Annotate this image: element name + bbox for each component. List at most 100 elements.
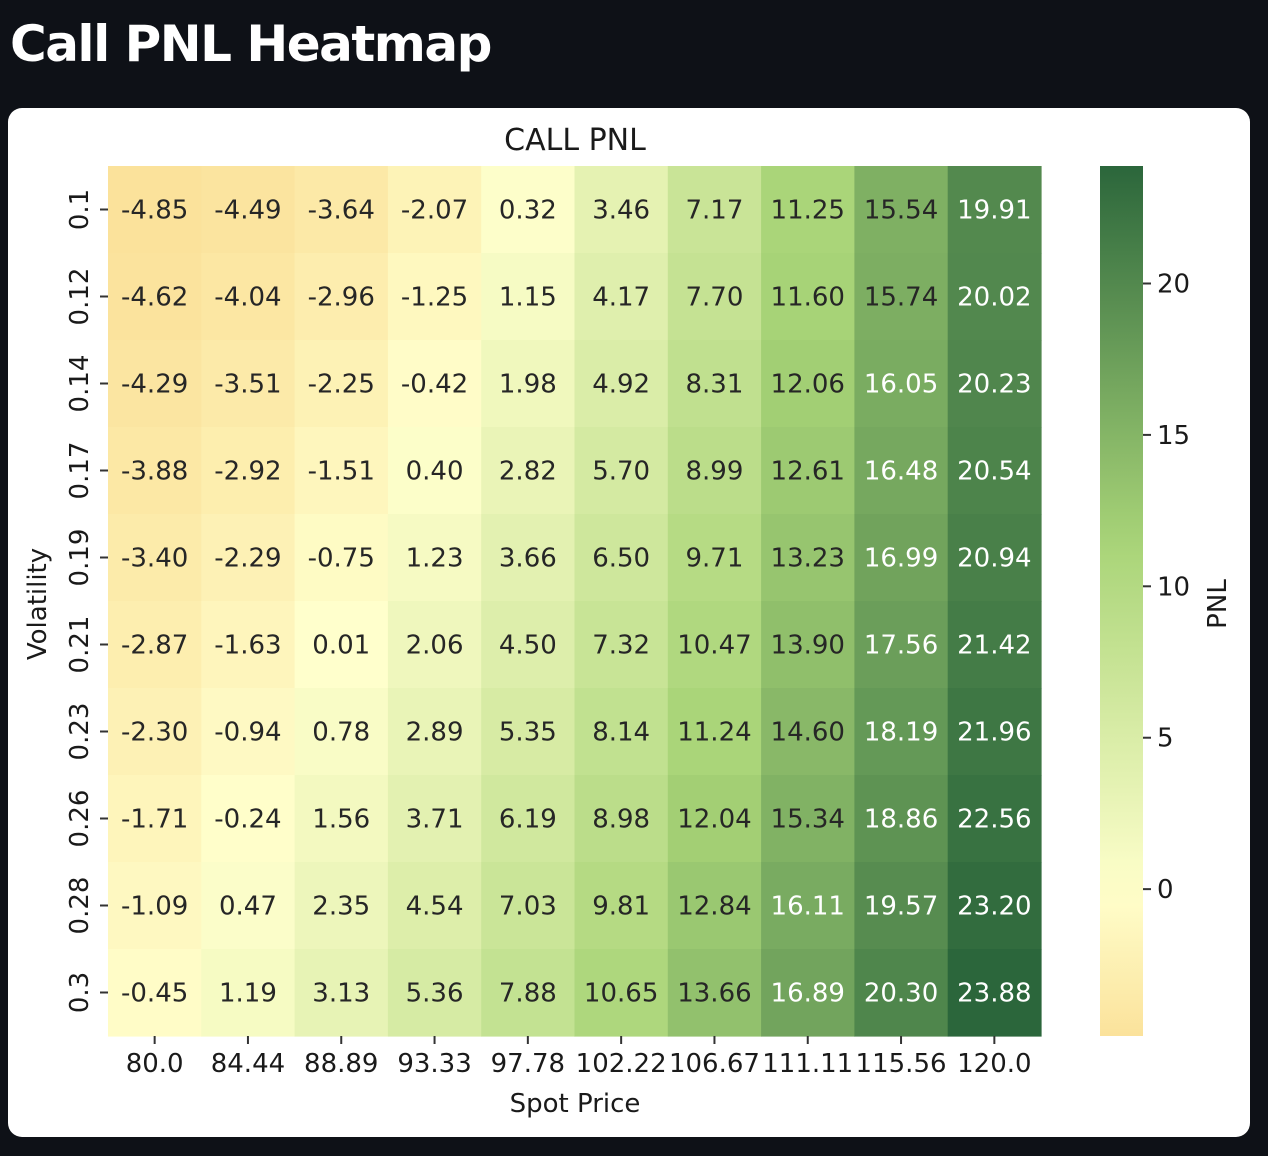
heatmap-cell — [387, 688, 482, 776]
heatmap-cell — [294, 340, 389, 428]
heatmap-cell — [481, 166, 576, 254]
heatmap-cell — [947, 949, 1042, 1037]
heatmap-cell — [667, 340, 762, 428]
cell-value-label: 1.56 — [312, 805, 370, 835]
heatmap-cell — [387, 166, 482, 254]
cell-value-label: 19.91 — [957, 196, 1031, 226]
heatmap-cell — [387, 514, 482, 602]
heatmap-cell — [201, 775, 296, 863]
heatmap-cell — [481, 514, 576, 602]
heatmap-cell — [854, 340, 949, 428]
colorbar-tick-label: 0 — [1157, 875, 1174, 905]
y-tick-label: 0.26 — [65, 790, 95, 848]
heatmap-cell — [947, 427, 1042, 515]
heatmap-cell — [201, 949, 296, 1037]
heatmap-cell-labels: -4.85 -4.49 -3.64 -2.07 0.32 3.46 7.17 11.25 15.… — [121, 196, 1032, 1009]
cell-value-label: 20.30 — [864, 979, 938, 1009]
heatmap-cell — [294, 514, 389, 602]
cell-value-label: 8.99 — [686, 457, 744, 487]
cell-value-label: 2.06 — [406, 631, 464, 661]
cell-value-label: 3.46 — [592, 196, 650, 226]
cell-value-label: 20.23 — [957, 370, 1031, 400]
cell-value-label: 20.94 — [957, 544, 1031, 574]
cell-value-label: 4.17 — [592, 283, 650, 313]
cell-value-label: 9.71 — [686, 544, 744, 574]
cell-value-label: 10.47 — [677, 631, 751, 661]
x-tick-label: 115.56 — [856, 1049, 947, 1079]
cell-value-label: 0.32 — [499, 196, 557, 226]
cell-value-label: 12.06 — [771, 370, 845, 400]
cell-value-label: -3.64 — [308, 196, 375, 226]
heatmap-cell — [947, 340, 1042, 428]
cell-value-label: 2.35 — [312, 892, 370, 922]
cell-value-label: -0.24 — [214, 805, 281, 835]
cell-value-label: 0.47 — [219, 892, 277, 922]
heatmap-cell — [854, 253, 949, 341]
y-tick-label: 0.3 — [65, 972, 95, 1013]
heatmap-cell — [387, 340, 482, 428]
heatmap-cell — [761, 862, 855, 950]
heatmap-cell — [201, 253, 296, 341]
heatmap-cell — [574, 601, 669, 689]
heatmap-cell — [854, 601, 949, 689]
heatmap-cell — [854, 775, 949, 863]
cell-value-label: 9.81 — [592, 892, 650, 922]
heatmap-cell — [201, 340, 296, 428]
heatmap-cell — [481, 775, 576, 863]
x-tick-label: 84.44 — [211, 1049, 285, 1079]
heatmap-cell — [574, 166, 669, 254]
heatmap-cell — [108, 688, 202, 776]
heatmap-cell — [481, 253, 576, 341]
colorbar-tick-label: 20 — [1157, 269, 1190, 299]
heatmap-cell — [574, 427, 669, 515]
cell-value-label: 4.50 — [499, 631, 557, 661]
cell-value-label: 1.19 — [219, 979, 277, 1009]
heatmap-cell — [667, 688, 762, 776]
cell-value-label: 1.23 — [406, 544, 464, 574]
heatmap-cell — [387, 253, 482, 341]
heatmap-cell — [947, 166, 1042, 254]
heatmap-cell — [108, 949, 202, 1037]
cell-value-label: 16.99 — [864, 544, 938, 574]
heatmap-cell — [854, 688, 949, 776]
heatmap-cell — [387, 601, 482, 689]
cell-value-label: 15.74 — [864, 283, 938, 313]
cell-value-label: 16.05 — [864, 370, 938, 400]
heatmap-cell — [761, 427, 855, 515]
heatmap-cell — [761, 601, 855, 689]
cell-value-label: 11.60 — [771, 283, 845, 313]
cell-value-label: 6.50 — [592, 544, 650, 574]
cell-value-label: 16.48 — [864, 457, 938, 487]
chart-card: CALL PNL -4.85 -4.49 -3.64 -2.07 0.32 3.46 7.1… — [8, 108, 1250, 1137]
cell-value-label: 20.54 — [957, 457, 1031, 487]
heatmap-cell — [761, 166, 855, 254]
heatmap-cell — [108, 340, 202, 428]
cell-value-label: 8.98 — [592, 805, 650, 835]
heatmap-cell — [108, 514, 202, 602]
heatmap-cell — [294, 601, 389, 689]
cell-value-label: -4.29 — [121, 370, 188, 400]
heatmap-cell — [854, 427, 949, 515]
heatmap-cell — [947, 514, 1042, 602]
cell-value-label: -2.07 — [401, 196, 468, 226]
cell-value-label: 12.61 — [771, 457, 845, 487]
cell-value-label: 12.04 — [677, 805, 751, 835]
cell-value-label: -2.29 — [214, 544, 281, 574]
heatmap-cell — [294, 862, 389, 950]
heatmap-cell — [854, 949, 949, 1037]
heatmap-cell — [481, 427, 576, 515]
cell-value-label: -1.71 — [121, 805, 188, 835]
cell-value-label: 7.32 — [592, 631, 650, 661]
cell-value-label: 2.89 — [406, 718, 464, 748]
cell-value-label: 21.96 — [957, 718, 1031, 748]
heatmap-cell — [667, 862, 762, 950]
cell-value-label: 10.65 — [584, 979, 658, 1009]
heatmap-cell — [667, 601, 762, 689]
cell-value-label: 11.25 — [771, 196, 845, 226]
cell-value-label: 11.24 — [677, 718, 751, 748]
heatmap-cell — [667, 775, 762, 863]
cell-value-label: 13.66 — [677, 979, 751, 1009]
x-tick-label: 93.33 — [397, 1049, 471, 1079]
cell-value-label: 5.35 — [499, 718, 557, 748]
cell-value-label: -1.25 — [401, 283, 468, 313]
